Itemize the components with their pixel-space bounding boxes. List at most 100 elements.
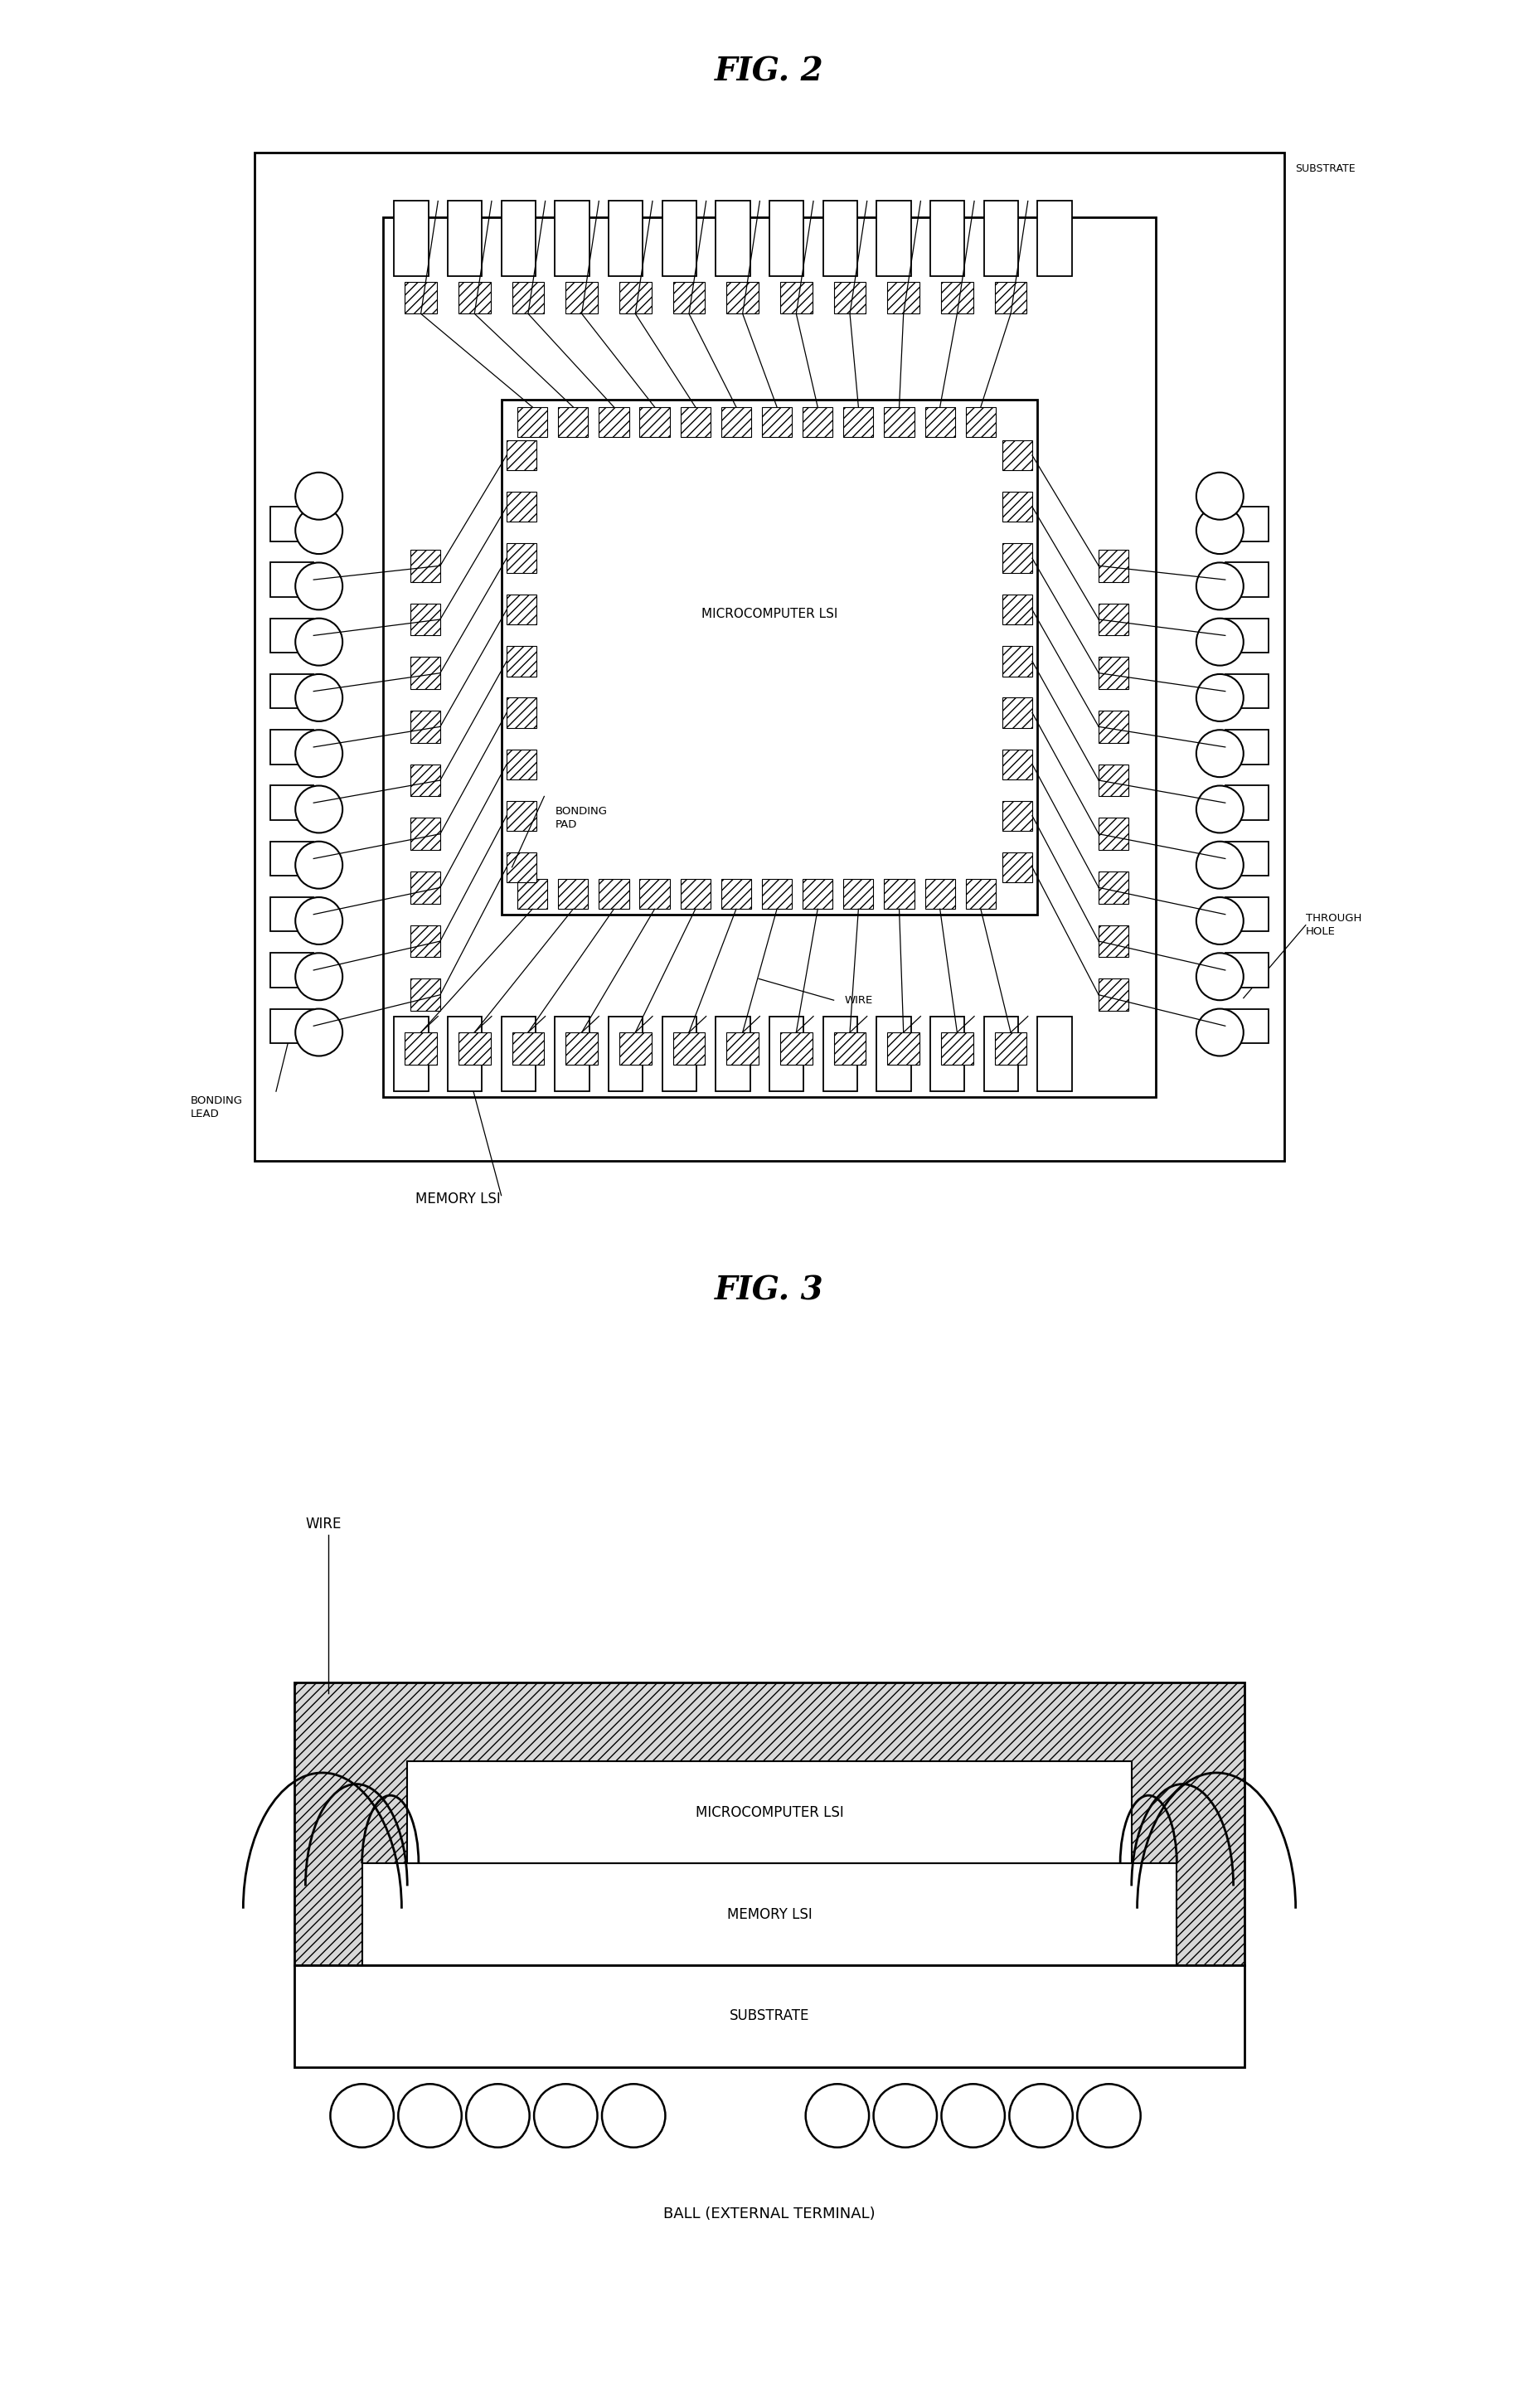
Circle shape — [1195, 898, 1243, 944]
Bar — [271, 785, 314, 821]
Circle shape — [1195, 785, 1243, 833]
Circle shape — [1195, 563, 1243, 609]
Bar — [884, 879, 914, 908]
Bar — [598, 407, 629, 438]
Bar — [994, 1033, 1026, 1064]
Text: THROUGH
HOLE: THROUGH HOLE — [1304, 913, 1361, 937]
Text: SUBSTRATE: SUBSTRATE — [1295, 164, 1355, 173]
Bar — [823, 1016, 857, 1091]
Bar — [941, 282, 972, 313]
Bar — [1001, 645, 1032, 677]
Bar — [1224, 506, 1267, 542]
Bar — [1224, 898, 1267, 932]
Bar — [361, 1864, 1177, 1965]
Bar — [1098, 710, 1127, 742]
Bar — [506, 852, 537, 881]
Bar — [404, 1033, 437, 1064]
Bar — [672, 282, 704, 313]
Bar — [1001, 491, 1032, 523]
Bar — [555, 1016, 589, 1091]
Bar — [877, 1016, 910, 1091]
Bar — [1224, 674, 1267, 708]
Bar — [983, 1016, 1018, 1091]
Bar — [458, 282, 491, 313]
Circle shape — [295, 785, 343, 833]
Bar — [1224, 840, 1267, 877]
Circle shape — [295, 506, 343, 554]
Bar — [501, 1016, 535, 1091]
Bar — [271, 898, 314, 932]
Circle shape — [295, 563, 343, 609]
Bar — [1001, 749, 1032, 780]
Bar — [394, 200, 428, 277]
Bar — [448, 200, 481, 277]
Bar — [823, 200, 857, 277]
Bar — [803, 879, 832, 908]
Bar — [930, 200, 964, 277]
Bar — [887, 282, 920, 313]
Circle shape — [295, 840, 343, 889]
Bar — [506, 802, 537, 831]
Bar — [843, 879, 874, 908]
Bar — [506, 595, 537, 624]
Bar — [966, 879, 995, 908]
Bar — [411, 763, 440, 797]
Bar — [994, 282, 1026, 313]
Bar — [558, 879, 588, 908]
Bar — [411, 604, 440, 636]
Bar — [555, 200, 589, 277]
Bar — [721, 407, 751, 438]
Bar — [1001, 852, 1032, 881]
Bar — [726, 282, 758, 313]
Circle shape — [874, 2083, 937, 2148]
Bar — [1001, 544, 1032, 573]
Bar — [271, 730, 314, 763]
Bar — [404, 282, 437, 313]
Bar — [680, 407, 711, 438]
Bar — [803, 407, 832, 438]
Bar — [411, 872, 440, 903]
Bar — [661, 200, 697, 277]
Text: BONDING
PAD: BONDING PAD — [555, 807, 608, 831]
Circle shape — [1195, 1009, 1243, 1057]
Bar — [517, 879, 548, 908]
Bar — [1001, 595, 1032, 624]
Bar — [517, 407, 548, 438]
Text: BONDING
LEAD: BONDING LEAD — [191, 1096, 243, 1120]
Bar — [394, 1016, 428, 1091]
Bar — [1098, 549, 1127, 583]
Bar — [930, 1016, 964, 1091]
Bar — [1224, 954, 1267, 987]
Bar — [618, 282, 651, 313]
Text: MEMORY LSI: MEMORY LSI — [726, 1907, 812, 1922]
Bar — [271, 674, 314, 708]
Bar — [558, 407, 588, 438]
Bar — [924, 879, 955, 908]
Bar — [1098, 872, 1127, 903]
Bar — [512, 282, 544, 313]
Bar — [618, 1033, 651, 1064]
Bar — [834, 282, 866, 313]
Bar — [411, 549, 440, 583]
Bar — [780, 282, 812, 313]
Bar — [721, 879, 751, 908]
Circle shape — [295, 954, 343, 999]
Bar — [843, 407, 874, 438]
Bar — [680, 879, 711, 908]
Bar — [1224, 730, 1267, 763]
Text: SUBSTRATE: SUBSTRATE — [729, 2008, 809, 2023]
Circle shape — [1009, 2083, 1072, 2148]
Bar — [512, 1033, 544, 1064]
Text: BALL (EXTERNAL TERMINAL): BALL (EXTERNAL TERMINAL) — [663, 2206, 875, 2223]
Bar — [1224, 563, 1267, 597]
Bar — [271, 954, 314, 987]
Circle shape — [295, 472, 343, 520]
Bar — [608, 200, 643, 277]
Text: FIG. 2: FIG. 2 — [715, 55, 823, 87]
Bar — [640, 407, 669, 438]
Bar — [411, 710, 440, 742]
Bar — [941, 1033, 972, 1064]
Bar — [271, 840, 314, 877]
Bar — [1098, 819, 1127, 850]
Bar — [1098, 978, 1127, 1011]
